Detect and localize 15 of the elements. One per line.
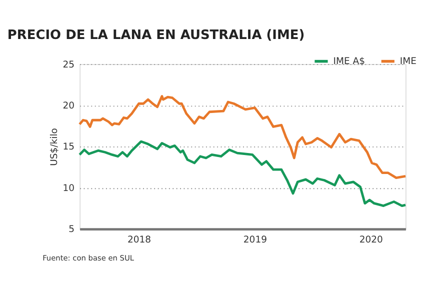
source-note: Fuente: con base en SUL [42, 253, 135, 262]
y-tick-label: 10 [62, 182, 75, 194]
x-tick-label: 2020 [359, 234, 384, 246]
y-tick-label: 5 [68, 224, 75, 236]
line-series [78, 140, 407, 208]
x-tick-label: 2018 [127, 234, 152, 246]
legend-label: IME [400, 56, 417, 68]
y-tick-label: 20 [62, 100, 75, 112]
line-series [78, 95, 407, 179]
y-tick-label: 15 [62, 142, 75, 153]
y-tick-label: 25 [62, 59, 75, 70]
y-axis-title: US$/kilo [49, 128, 60, 166]
legend-label: IME A$ [333, 56, 366, 68]
x-tick-label: 2019 [243, 234, 268, 246]
chart-title: PRECIO DE LA LANA EN AUSTRALIA (IME) [7, 28, 305, 44]
